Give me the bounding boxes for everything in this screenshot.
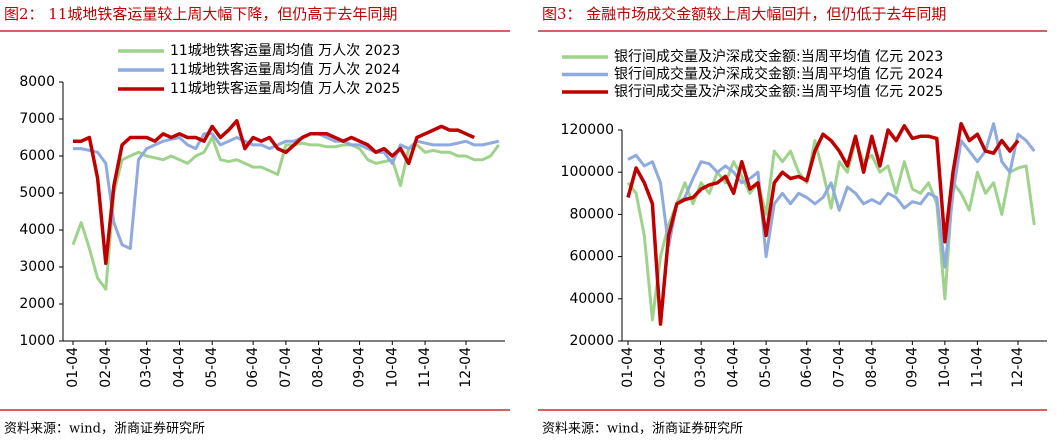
x-tick-label: 04-04 (171, 347, 187, 388)
y-tick-label: 80000 (569, 206, 614, 222)
legend-label: 11城地铁客运量周均值 万人次 2023 (170, 42, 400, 59)
x-tick-label: 10-04 (937, 347, 953, 388)
x-tick-label: 06-04 (799, 347, 815, 388)
legend-label: 银行间成交量及沪深成交金额:当周平均值 亿元 2025 (614, 83, 943, 100)
y-tick-label: 6000 (19, 148, 55, 164)
y-tick-label: 8000 (19, 74, 55, 90)
chart-title: 图3： 金融市场成交金额较上周大幅回升，但仍低于去年同期 (542, 5, 946, 23)
series-line (71, 136, 501, 291)
x-tick-label: 07-04 (278, 347, 294, 388)
legend-label: 11城地铁客运量周均值 万人次 2024 (170, 61, 400, 78)
x-tick-label: 06-04 (245, 347, 261, 388)
y-tick-label: 100000 (561, 164, 614, 180)
y-tick-label: 20000 (569, 333, 614, 349)
legend-label: 银行间成交量及沪深成交金额:当周平均值 亿元 2023 (614, 48, 943, 65)
series-line (626, 139, 1036, 322)
series-line (626, 121, 1020, 326)
x-tick-label: 10-04 (384, 347, 400, 388)
x-tick-label: 08-04 (311, 347, 327, 388)
y-tick-label: 3000 (19, 259, 55, 275)
y-tick-label: 4000 (19, 222, 55, 238)
x-tick-label: 05-04 (204, 347, 220, 388)
series-line (73, 119, 475, 266)
y-tick-label: 1000 (19, 333, 55, 349)
x-tick-label: 02-04 (98, 347, 114, 388)
source: 资料来源：wind，浙商证券研究所 (542, 421, 743, 437)
x-tick-label: 08-04 (864, 347, 880, 388)
x-tick-label: 11-04 (417, 347, 433, 388)
y-tick-label: 7000 (19, 111, 55, 127)
x-tick-label: 12-04 (458, 347, 474, 388)
x-tick-label: 05-04 (758, 347, 774, 388)
legend-label: 11城地铁客运量周均值 万人次 2025 (170, 80, 400, 97)
x-tick-label: 12-04 (1010, 347, 1026, 388)
y-tick-label: 2000 (19, 296, 55, 312)
x-tick-label: 11-04 (969, 347, 985, 388)
x-tick-label: 01-04 (65, 347, 81, 388)
y-tick-label: 60000 (569, 249, 614, 265)
x-tick-label: 07-04 (831, 347, 847, 388)
y-tick-label: 120000 (561, 122, 614, 138)
x-tick-label: 04-04 (726, 347, 742, 388)
series-line (73, 132, 500, 250)
y-tick-label: 40000 (569, 291, 614, 307)
series-line (627, 122, 1036, 269)
y-tick-label: 5000 (19, 185, 55, 201)
x-tick-label: 01-04 (620, 347, 636, 388)
legend-label: 银行间成交量及沪深成交金额:当周平均值 亿元 2024 (614, 66, 943, 83)
x-tick-label: 09-04 (352, 347, 368, 388)
chart-title: 图2： 11城地铁客运量较上周大幅下降，但仍高于去年同期 (4, 5, 397, 23)
source: 资料来源：wind，浙商证券研究所 (4, 421, 205, 437)
x-tick-label: 09-04 (904, 347, 920, 388)
x-tick-label: 02-04 (653, 347, 669, 388)
x-tick-label: 03-04 (139, 347, 155, 388)
x-tick-label: 03-04 (693, 347, 709, 388)
